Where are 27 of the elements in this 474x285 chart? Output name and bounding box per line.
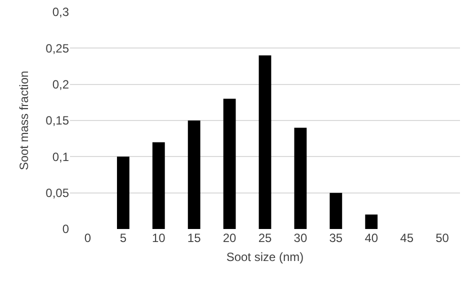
bar <box>116 156 130 229</box>
x-tick-label: 15 <box>187 231 202 245</box>
bar <box>258 55 272 229</box>
x-axis-title: Soot size (nm) <box>226 250 304 264</box>
x-tick-label: 10 <box>152 231 166 245</box>
x-tick-label: 50 <box>436 231 450 245</box>
bar <box>188 120 200 229</box>
x-tick-label: 35 <box>329 231 343 245</box>
bar <box>152 142 165 229</box>
y-tick-label: 0,1 <box>52 150 70 164</box>
x-tick-label: 40 <box>364 231 378 245</box>
bar <box>223 98 236 229</box>
y-tick-label: 0,2 <box>52 78 70 92</box>
bar <box>294 128 307 229</box>
y-tick-label: 0,3 <box>52 5 70 20</box>
bar <box>330 192 342 229</box>
y-tick-label: 0,05 <box>46 186 70 200</box>
x-tick-label: 25 <box>258 231 272 245</box>
y-tick-label: 0,15 <box>46 114 70 128</box>
y-tick-label: 0,25 <box>46 41 70 56</box>
x-tick-label: 20 <box>222 231 237 245</box>
x-tick-label: 5 <box>120 231 127 245</box>
x-tick-label: 45 <box>400 231 414 245</box>
y-axis-title: Soot mass fraction <box>16 70 31 170</box>
x-tick-label: 30 <box>294 231 308 245</box>
x-tick-label: 0 <box>84 231 92 245</box>
bar <box>365 214 378 229</box>
